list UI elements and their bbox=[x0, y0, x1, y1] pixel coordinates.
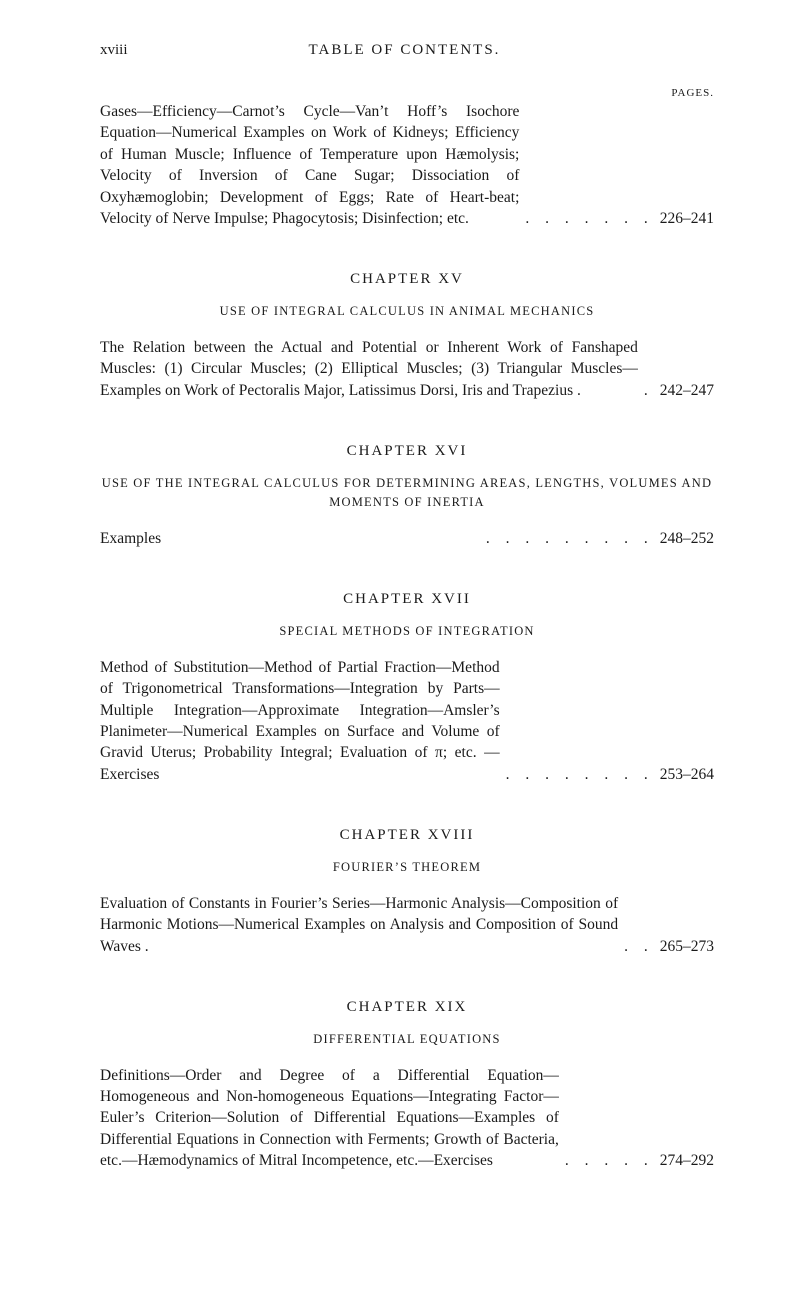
running-head: xviii TABLE OF CONTENTS. xviii bbox=[100, 42, 714, 59]
entry-pages: 226–241 bbox=[660, 208, 714, 229]
entry-pages: 242–247 bbox=[660, 380, 714, 401]
leader-dots: . . . . . bbox=[559, 1150, 660, 1171]
entry-description: Method of Substitution—Method of Partial… bbox=[100, 657, 500, 785]
entry-pages: 274–292 bbox=[660, 1150, 714, 1171]
entry-description: The Relation between the Actual and Pote… bbox=[100, 337, 638, 401]
chapter-sub-xvii: SPECIAL METHODS OF INTEGRATION bbox=[100, 622, 714, 641]
leader-dots: . . bbox=[618, 936, 660, 957]
leader-dots: . . . . . . . . bbox=[500, 764, 660, 785]
chapter-sub-xix: DIFFERENTIAL EQUATIONS bbox=[100, 1030, 714, 1049]
leader-dots: . . . . . . . bbox=[519, 208, 659, 229]
chapter-head-xv: CHAPTER XV bbox=[100, 271, 714, 288]
toc-entry-continuation: Gases—Efficiency—Carnot’s Cycle—Van’t Ho… bbox=[100, 101, 714, 229]
toc-entry-ch15: The Relation between the Actual and Pote… bbox=[100, 337, 714, 401]
leader-dots: . bbox=[638, 380, 660, 401]
chapter-sub-xv: USE OF INTEGRAL CALCULUS IN ANIMAL MECHA… bbox=[100, 302, 714, 321]
entry-pages: 248–252 bbox=[660, 528, 714, 549]
chapter-head-xvii: CHAPTER XVII bbox=[100, 591, 714, 608]
folio: xviii bbox=[100, 42, 128, 59]
entry-pages: 265–273 bbox=[660, 936, 714, 957]
chapter-head-xvi: CHAPTER XVI bbox=[100, 443, 714, 460]
toc-entry-ch19: Definitions—Order and Degree of a Differ… bbox=[100, 1065, 714, 1172]
entry-description: Evaluation of Constants in Fourier’s Ser… bbox=[100, 893, 618, 957]
chapter-head-xix: CHAPTER XIX bbox=[100, 999, 714, 1016]
leader-dots: . . . . . . . . . bbox=[480, 528, 660, 549]
pages-column-label: PAGES. bbox=[100, 87, 714, 99]
entry-description: Gases—Efficiency—Carnot’s Cycle—Van’t Ho… bbox=[100, 101, 519, 229]
entry-description: Examples bbox=[100, 528, 480, 549]
chapter-head-xviii: CHAPTER XVIII bbox=[100, 827, 714, 844]
chapter-sub-xviii: FOURIER’S THEOREM bbox=[100, 858, 714, 877]
toc-entry-ch16: Examples . . . . . . . . . 248–252 bbox=[100, 528, 714, 549]
entry-pages: 253–264 bbox=[660, 764, 714, 785]
page: xviii TABLE OF CONTENTS. xviii PAGES. Ga… bbox=[0, 0, 800, 1296]
entry-description: Definitions—Order and Degree of a Differ… bbox=[100, 1065, 559, 1172]
toc-entry-ch18: Evaluation of Constants in Fourier’s Ser… bbox=[100, 893, 714, 957]
chapter-sub-xvi: USE OF THE INTEGRAL CALCULUS FOR DETERMI… bbox=[100, 474, 714, 512]
running-title: TABLE OF CONTENTS. bbox=[309, 42, 501, 59]
toc-entry-ch17: Method of Substitution—Method of Partial… bbox=[100, 657, 714, 785]
